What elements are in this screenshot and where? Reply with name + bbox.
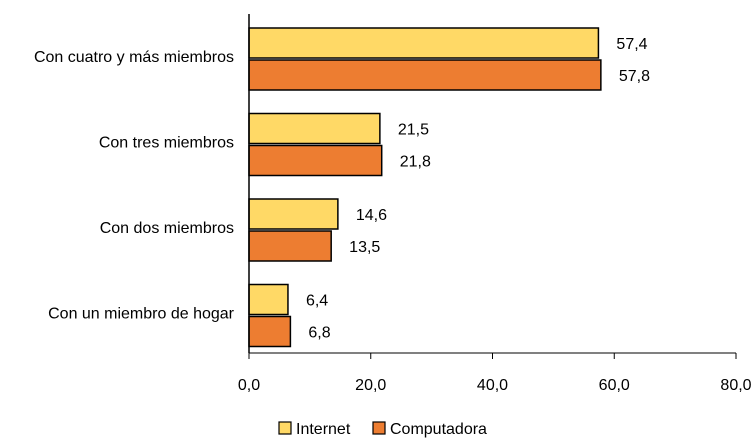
x-tick-label: 40,0 <box>477 377 508 394</box>
data-label: 14,6 <box>356 207 387 224</box>
category-label: Con dos miembros <box>100 220 234 237</box>
category-label: Con cuatro y más miembros <box>34 49 234 66</box>
data-label: 13,5 <box>349 239 380 256</box>
x-tick-label: 20,0 <box>355 377 386 394</box>
data-label: 21,8 <box>400 154 431 171</box>
x-tick-label: 80,0 <box>720 377 751 394</box>
data-label: 57,4 <box>616 36 647 53</box>
bar-computadora-3 <box>248 315 292 348</box>
category-label: Con tres miembros <box>99 134 234 151</box>
data-label: 6,4 <box>306 293 328 310</box>
category-label: Con un miembro de hogar <box>48 305 235 322</box>
legend-label-internet: Internet <box>296 421 351 438</box>
x-tick-label: 0,0 <box>238 377 260 394</box>
data-label: 21,5 <box>398 122 429 139</box>
bar-computadora-2 <box>248 230 332 262</box>
bar-computadora-1 <box>248 144 383 177</box>
bar-computadora-0 <box>248 59 602 91</box>
legend-label-computadora: Computadora <box>390 421 487 438</box>
legend-swatch-internet <box>278 421 292 435</box>
bar-internet-1 <box>248 112 381 145</box>
legend-swatch-computadora <box>372 421 386 435</box>
data-label: 6,8 <box>308 325 330 342</box>
bar-internet-2 <box>248 198 339 230</box>
bar-internet-3 <box>248 283 289 316</box>
x-tick-label: 60,0 <box>599 377 630 394</box>
data-label: 57,8 <box>619 68 650 85</box>
bar-internet-0 <box>248 27 600 59</box>
